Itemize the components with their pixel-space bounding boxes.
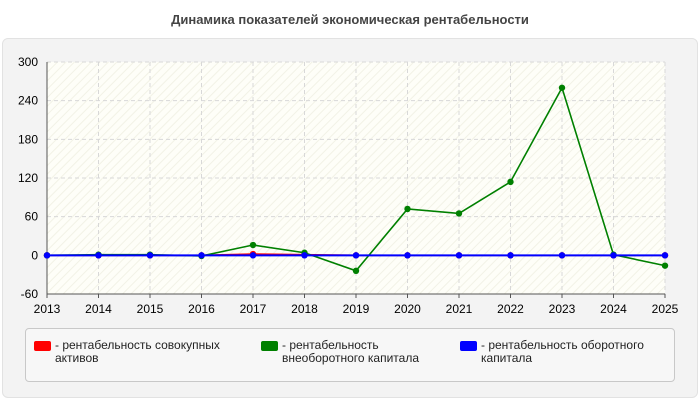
x-tick-label: 2024: [600, 302, 627, 316]
data-point-series-2[interactable]: [404, 205, 411, 213]
y-tick-label: 240: [18, 94, 38, 108]
y-tick-label: 180: [18, 132, 38, 146]
data-point-series-3[interactable]: [404, 252, 411, 259]
x-tick-label: 2020: [394, 302, 421, 316]
y-tick-label: 0: [31, 248, 38, 262]
data-point-series-3[interactable]: [301, 252, 308, 259]
data-point-series-2[interactable]: [249, 241, 257, 249]
x-tick-label: 2023: [549, 302, 576, 316]
data-point-series-2[interactable]: [661, 262, 669, 269]
x-tick-label: 2025: [652, 302, 679, 316]
data-point-series-3[interactable]: [43, 252, 51, 259]
data-point-series-3[interactable]: [146, 252, 154, 259]
y-tick-label: 120: [18, 171, 38, 185]
legend-label: - рентабельность внеоборотного капитала: [282, 338, 419, 365]
x-tick-label: 2019: [343, 302, 370, 316]
data-point-series-3[interactable]: [610, 252, 617, 259]
y-tick-label: 60: [25, 210, 39, 224]
data-point-series-3[interactable]: [198, 252, 205, 259]
chart-title: Динамика показателей экономическая рента…: [171, 12, 529, 27]
x-tick-label: 2021: [446, 302, 473, 316]
x-tick-label: 2022: [497, 302, 524, 316]
legend-item-series-2[interactable]: - рентабельность внеоборотного капитала: [261, 339, 419, 365]
data-point-series-2[interactable]: [558, 84, 566, 91]
x-tick-label: 2013: [34, 302, 61, 316]
x-tick-label: 2018: [291, 302, 318, 316]
x-tick-label: 2015: [137, 302, 164, 316]
y-tick-label: -60: [21, 287, 39, 301]
legend-label: - рентабельность совокупных активов: [55, 338, 220, 365]
legend-swatch-green: [261, 341, 278, 351]
chart-legend: - рентабельность совокупных активов - ре…: [25, 328, 675, 382]
data-point-series-3[interactable]: [249, 252, 257, 259]
x-tick-label: 2014: [85, 302, 112, 316]
legend-item-series-3[interactable]: - рентабельность оборотного капитала: [460, 339, 644, 365]
x-tick-label: 2016: [188, 302, 215, 316]
data-point-series-3[interactable]: [507, 252, 514, 259]
data-point-series-2[interactable]: [352, 267, 360, 274]
legend-item-series-1[interactable]: - рентабельность совокупных активов: [34, 339, 220, 365]
data-point-series-2[interactable]: [507, 178, 514, 186]
data-point-series-3[interactable]: [558, 252, 566, 259]
x-tick-label: 2017: [240, 302, 267, 316]
legend-swatch-red: [34, 341, 51, 351]
legend-label: - рентабельность оборотного капитала: [481, 338, 644, 365]
data-point-series-2[interactable]: [455, 210, 463, 217]
legend-swatch-blue: [460, 341, 477, 351]
data-point-series-3[interactable]: [352, 252, 360, 259]
data-point-series-3[interactable]: [455, 252, 463, 259]
data-point-series-3[interactable]: [95, 252, 102, 259]
y-tick-label: 300: [18, 55, 38, 69]
data-point-series-3[interactable]: [661, 252, 669, 259]
